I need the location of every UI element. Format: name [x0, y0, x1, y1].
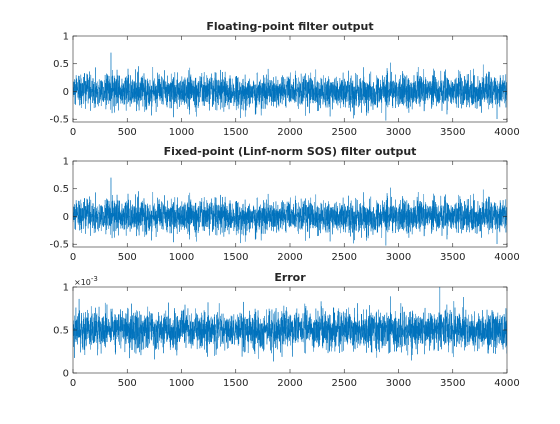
x-tick-label: 0	[70, 127, 76, 138]
x-tick-label: 1500	[223, 378, 248, 389]
y-tick-label: 1	[63, 32, 69, 43]
y-tick-label: 0.5	[53, 59, 69, 70]
x-tick-label: 500	[118, 252, 137, 263]
subplot-2: 0 500 1000 1500 2000 2500 3000 3500 4000-0.500.5…	[49, 145, 519, 263]
x-tick-label: 4000	[494, 252, 519, 263]
subplot-3: 0 500 1000 1500 2000 2500 3000 3500 4000 0 0.5 1 Err…	[53, 271, 520, 389]
subplot-1: 0 500 1000 1500 2000 2500 3000 3500 4000-0.500.5…	[49, 20, 519, 138]
y-tick-label: 0.5	[53, 184, 69, 195]
x-tick-label: 3500	[440, 378, 465, 389]
y-tick-label: 0	[63, 212, 69, 223]
subplot-title: Error	[274, 271, 306, 284]
x-tick-label: 500	[118, 378, 137, 389]
y-tick-label: 1	[63, 283, 69, 294]
y-tick-label: 1	[63, 157, 69, 168]
y-tick-label: -0.5	[49, 240, 69, 251]
series-line	[73, 177, 507, 246]
series-line	[73, 52, 507, 121]
x-tick-label: 2000	[277, 252, 302, 263]
y-tick-label: -0.5	[49, 115, 69, 126]
x-tick-label: 3500	[440, 127, 465, 138]
y-tick-label: 0	[63, 87, 69, 98]
x-tick-label: 2500	[332, 378, 357, 389]
y-tick-label: 0	[63, 369, 69, 380]
x-tick-label: 4000	[494, 378, 519, 389]
y-tick-label: 0.5	[53, 326, 69, 337]
x-tick-label: 1000	[169, 378, 194, 389]
x-tick-label: 2000	[277, 378, 302, 389]
series-line	[73, 287, 507, 362]
x-tick-label: 3500	[440, 252, 465, 263]
x-tick-label: 2500	[332, 252, 357, 263]
x-tick-label: 500	[118, 127, 137, 138]
x-tick-label: 1500	[223, 252, 248, 263]
x-tick-label: 0	[70, 252, 76, 263]
subplot-title: Fixed-point (Linf-norm SOS) filter outpu…	[164, 145, 417, 158]
x-tick-label: 1500	[223, 127, 248, 138]
subplot-title: Floating-point filter output	[206, 20, 373, 33]
x-tick-label: 2500	[332, 127, 357, 138]
x-tick-label: 2000	[277, 127, 302, 138]
y-axis-exponent: ×10-3	[74, 275, 98, 287]
x-tick-label: 4000	[494, 127, 519, 138]
x-tick-label: 1000	[169, 252, 194, 263]
x-tick-label: 0	[70, 378, 76, 389]
x-tick-label: 3000	[386, 127, 411, 138]
x-tick-label: 3000	[386, 252, 411, 263]
x-tick-label: 3000	[386, 378, 411, 389]
x-tick-label: 1000	[169, 127, 194, 138]
